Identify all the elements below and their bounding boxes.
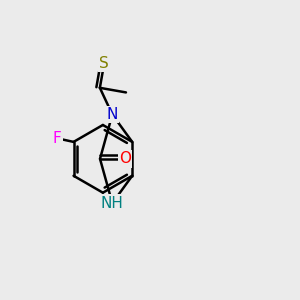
Text: N: N (106, 107, 118, 122)
Text: O: O (119, 151, 131, 166)
Text: F: F (53, 131, 62, 146)
Text: NH: NH (101, 196, 124, 211)
Text: S: S (99, 56, 109, 71)
